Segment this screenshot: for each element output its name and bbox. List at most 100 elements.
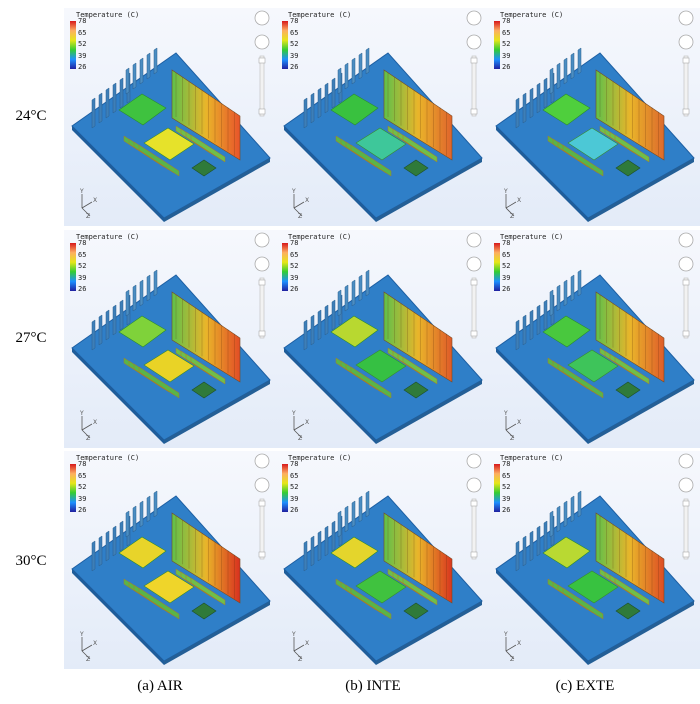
axis-letter-x: X	[93, 419, 98, 426]
heatsink-fin	[139, 57, 144, 85]
cpu-chip-upper	[118, 315, 167, 348]
cpu-chip-upper	[330, 93, 379, 126]
colorbar-tick: 26	[502, 63, 511, 71]
simulation-panel: Temperature (C) 78 65 52 39 26 Y X Z	[64, 8, 277, 226]
colorbar	[70, 464, 76, 512]
legend-title: Temperature (C)	[500, 233, 564, 241]
heatsink-fin	[146, 495, 151, 523]
heatsink-fin	[515, 540, 520, 572]
colorbar-tick: 26	[290, 285, 299, 293]
cpu-chip-lower	[355, 349, 407, 383]
legend-title: Temperature (C)	[76, 11, 140, 19]
heatsink-fin	[344, 505, 349, 533]
legend-title: Temperature (C)	[76, 233, 140, 241]
memory-module	[614, 577, 650, 606]
heatsink-fin	[563, 500, 568, 528]
heatsink-fin	[303, 97, 308, 129]
heatsink-fin	[563, 279, 568, 307]
cpu-chip-lower	[355, 570, 407, 604]
heatsink-fin	[522, 314, 527, 346]
heatsink-fin	[337, 67, 342, 95]
legend-title: Temperature (C)	[500, 11, 564, 19]
axis-letter-y: Y	[292, 631, 296, 638]
axis-letter-y: Y	[292, 410, 296, 417]
colorbar	[70, 21, 76, 69]
colorbar-tick: 65	[290, 28, 299, 37]
heatsink-fin	[105, 309, 110, 341]
component-block	[403, 381, 429, 399]
heatsink-fin	[351, 500, 356, 528]
axis-letter-z: Z	[510, 213, 515, 220]
heatsink-fin	[529, 87, 534, 119]
heatsink-fin	[556, 505, 561, 533]
colorbar-tick: 78	[78, 460, 87, 468]
axis-letter-y: Y	[504, 410, 508, 417]
axis-letter-z: Z	[86, 213, 91, 220]
heatsink-fin	[549, 67, 554, 95]
colorbar-tick: 65	[78, 250, 87, 259]
heatsink-fin	[331, 520, 336, 552]
heatsink-fin	[310, 314, 315, 346]
axis-letter-z: Z	[86, 656, 91, 663]
axis-letter-y: Y	[80, 188, 84, 195]
colorbar	[70, 243, 76, 291]
colorbar-tick: 26	[290, 63, 299, 71]
gpu-heatsink	[383, 291, 453, 383]
colorbar-tick: 52	[78, 262, 87, 270]
heatsink-fin	[153, 47, 158, 75]
simulation-panel: Temperature (C) 78 65 52 39 26 Y X Z	[276, 230, 489, 448]
colorbar-tick: 39	[290, 494, 299, 503]
simulation-panel: Temperature (C) 78 65 52 39 26 Y X Z	[64, 451, 277, 669]
colorbar-tick: 52	[502, 40, 511, 48]
memory-module	[562, 366, 604, 399]
cpu-chip-upper	[542, 536, 591, 569]
colorbar	[282, 243, 288, 291]
memory-module	[138, 366, 180, 399]
colorbar-tick: 52	[290, 40, 299, 48]
heatsink-fin	[522, 535, 527, 567]
axis-letter-x: X	[93, 640, 98, 647]
heatsink-fin	[536, 525, 541, 557]
axis-letter-x: X	[517, 419, 522, 426]
heatsink-fin	[570, 274, 575, 302]
colorbar-tick: 26	[502, 285, 511, 293]
heatsink-fin	[570, 52, 575, 80]
colorbar-tick: 39	[502, 494, 511, 503]
cpu-chip-lower	[567, 127, 619, 161]
gpu-heatsink	[383, 69, 453, 161]
heatsink-fin	[310, 92, 315, 124]
heatsink-fin	[358, 274, 363, 302]
heatsink-fin	[98, 535, 103, 567]
axis-letter-z: Z	[510, 656, 515, 663]
colorbar-tick: 65	[78, 28, 87, 37]
heatsink-fin	[549, 289, 554, 317]
axis-letter-x: X	[517, 640, 522, 647]
component-block	[615, 159, 641, 177]
heatsink-fin	[577, 490, 582, 518]
component-block	[403, 159, 429, 177]
heatsink-fin	[125, 67, 130, 95]
heatsink-fin	[522, 92, 527, 124]
heatsink-fin	[112, 82, 117, 114]
heatsink-fin	[112, 525, 117, 557]
pcb-board-render	[71, 232, 271, 444]
heatsink-fin	[529, 309, 534, 341]
heatsink-fin	[536, 82, 541, 114]
heatsink-fin	[303, 319, 308, 351]
heatsink-fin	[515, 319, 520, 351]
heatsink-fin	[317, 530, 322, 562]
heatsink-fin	[365, 269, 370, 297]
heatsink-fin	[324, 82, 329, 114]
heatsink-fin	[303, 540, 308, 572]
heatsink-fin	[543, 299, 548, 331]
heatsink-fin	[556, 62, 561, 90]
heatsink-fin	[317, 87, 322, 119]
colorbar-tick: 78	[502, 239, 511, 247]
heatsink-fin	[563, 57, 568, 85]
axis-letter-y: Y	[504, 188, 508, 195]
heatsink-fin	[91, 319, 96, 351]
memory-module	[402, 577, 438, 606]
axis-letter-y: Y	[292, 188, 296, 195]
cpu-chip-upper	[330, 315, 379, 348]
heatsink-fin	[365, 490, 370, 518]
